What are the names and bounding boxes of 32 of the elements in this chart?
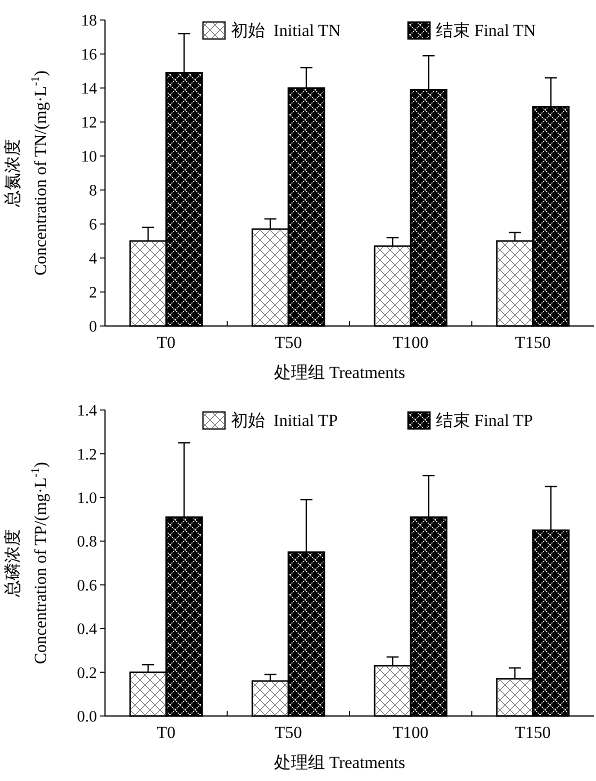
y-tick-label: 2 bbox=[89, 284, 97, 302]
x-tick-label: T0 bbox=[156, 723, 176, 742]
legend-label: 初始 Initial TN bbox=[231, 21, 341, 40]
y-tick-label: 1.4 bbox=[77, 402, 97, 420]
x-tick-label: T50 bbox=[274, 723, 302, 742]
x-tick-label: T50 bbox=[274, 333, 302, 352]
x-tick-label: T0 bbox=[156, 333, 176, 352]
y-tick-label: 8 bbox=[89, 182, 97, 200]
x-tick-label: T100 bbox=[392, 723, 429, 742]
x-axis-title: 处理组 Treatments bbox=[274, 363, 406, 382]
y-tick-label: 6 bbox=[89, 216, 97, 234]
y-tick-label: 10 bbox=[81, 148, 97, 166]
legend-label: 结束 Final TP bbox=[436, 411, 533, 430]
legend-label: 结束 Final TN bbox=[436, 21, 536, 40]
x-tick-label: T150 bbox=[514, 723, 551, 742]
y-tick-label: 16 bbox=[81, 46, 97, 64]
y-tick-label: 0 bbox=[89, 318, 97, 336]
legend-label: 初始 Initial TP bbox=[231, 411, 338, 430]
y-tick-label: 1.0 bbox=[77, 490, 97, 508]
y-tick-label: 1.2 bbox=[77, 446, 97, 464]
y-tick-label: 0.2 bbox=[77, 664, 97, 682]
y-tick-label: 4 bbox=[89, 250, 97, 268]
y-tick-label: 18 bbox=[81, 12, 97, 30]
x-tick-label: T100 bbox=[392, 333, 429, 352]
y-tick-label: 14 bbox=[81, 80, 97, 98]
x-axis-title: 处理组 Treatments bbox=[274, 753, 406, 772]
y-tick-label: 0.0 bbox=[77, 708, 97, 726]
y-tick-label: 0.8 bbox=[77, 534, 97, 551]
y-tick-label: 12 bbox=[81, 114, 97, 132]
y-tick-label: 0.4 bbox=[77, 621, 97, 638]
y-tick-label: 0.6 bbox=[77, 577, 97, 594]
x-tick-label: T150 bbox=[514, 333, 551, 352]
